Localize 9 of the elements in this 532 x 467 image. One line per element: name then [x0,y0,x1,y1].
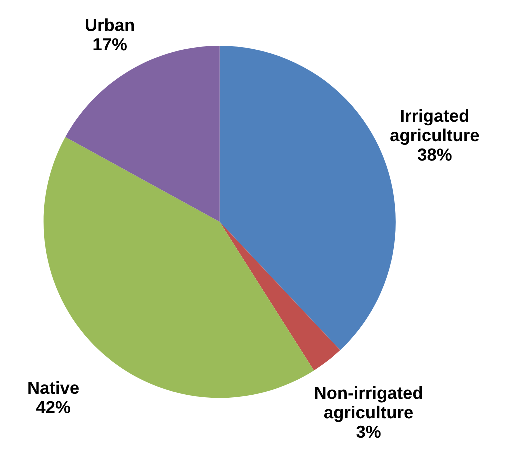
slice-label: Urban [86,18,134,32]
slice-label: Irrigated agriculture [390,109,480,146]
data-label: 17% [94,38,127,51]
slice-label: Non-irrigated agriculture [315,386,422,422]
slice-label: Native [28,381,80,394]
pie-slice [220,222,340,371]
data-label: 3% [356,426,381,438]
data-label: 38% [418,148,452,161]
data-label: 42% [36,401,70,414]
